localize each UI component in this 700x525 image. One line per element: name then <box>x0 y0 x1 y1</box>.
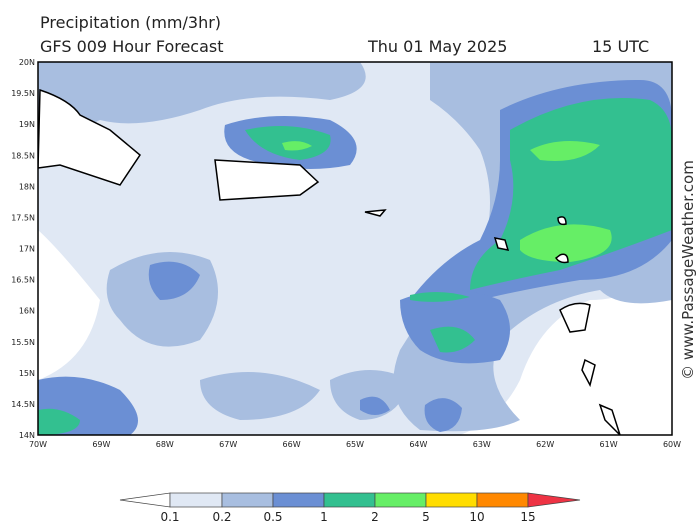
colorbar-label: 10 <box>469 510 484 524</box>
lat-label: 18N <box>19 182 35 191</box>
lat-label: 17.5N <box>11 213 35 222</box>
lat-labels: 20N 19.5N 19N 18.5N 18N 17.5N 17N 16.5N 16N 15.5N… <box>11 58 35 440</box>
colorbar <box>119 492 581 508</box>
lat-label: 20N <box>19 58 35 67</box>
lat-label: 14N <box>19 431 35 440</box>
lon-label: 65W <box>346 440 364 449</box>
colorbar-label: 0.2 <box>212 510 231 524</box>
map <box>37 61 673 436</box>
lon-label: 69W <box>92 440 110 449</box>
lon-label: 63W <box>473 440 491 449</box>
lon-label: 66W <box>283 440 301 449</box>
lon-label: 68W <box>156 440 174 449</box>
lat-label: 17N <box>19 245 35 254</box>
colorbar-labels: 0.1 0.2 0.5 1 2 5 10 15 <box>160 510 535 524</box>
lat-label: 15.5N <box>11 338 35 347</box>
lat-label: 19N <box>19 120 35 129</box>
lat-label: 18.5N <box>11 151 35 160</box>
lon-label: 60W <box>663 440 681 449</box>
lon-label: 64W <box>409 440 427 449</box>
lon-labels: 70W 69W 68W 67W 66W 65W 64W 63W 62W 61W 60W <box>29 440 681 449</box>
colorbar-label: 0.1 <box>160 510 179 524</box>
lat-label: 19.5N <box>11 89 35 98</box>
precip-field <box>38 62 672 435</box>
lon-label: 67W <box>219 440 237 449</box>
colorbar-label: 0.5 <box>263 510 282 524</box>
map-frame <box>37 61 673 436</box>
colorbar-label: 2 <box>371 510 379 524</box>
colorbar-label: 15 <box>520 510 535 524</box>
lat-label: 14.5N <box>11 400 35 409</box>
lat-label: 16.5N <box>11 276 35 285</box>
colorbar-label: 5 <box>422 510 430 524</box>
subtitle: GFS 009 Hour Forecast <box>40 37 224 56</box>
lon-label: 62W <box>536 440 554 449</box>
title: Precipitation (mm/3hr) <box>40 13 221 32</box>
time: 15 UTC <box>592 37 649 56</box>
lon-label: 61W <box>600 440 618 449</box>
lat-label: 16N <box>19 307 35 316</box>
date: Thu 01 May 2025 <box>367 37 507 56</box>
colorbar-label: 1 <box>320 510 328 524</box>
lon-label: 70W <box>29 440 47 449</box>
watermark: © www.PassageWeather.com <box>679 160 697 380</box>
lat-label: 15N <box>19 369 35 378</box>
